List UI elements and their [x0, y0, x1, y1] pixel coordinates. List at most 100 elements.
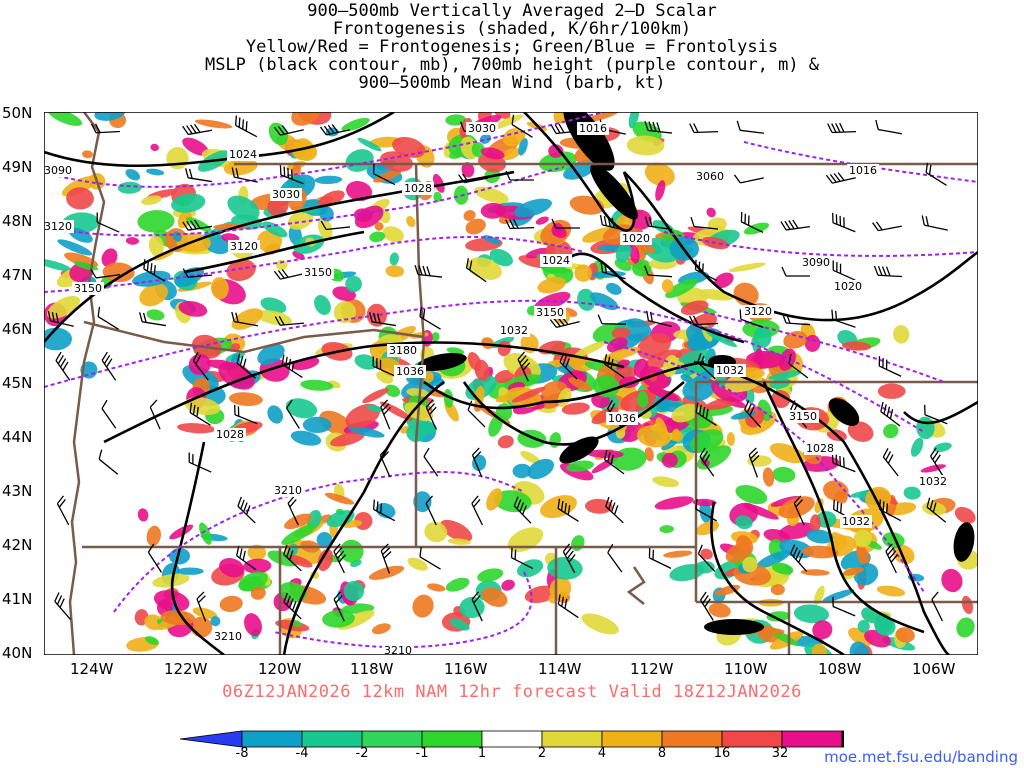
shade-cell-413 [267, 405, 284, 424]
height-contour-5 [273, 571, 533, 649]
shade-cell-551 [139, 283, 168, 307]
cbar-label-2: 2 [537, 746, 547, 761]
shade-cell-711 [814, 585, 825, 605]
wind-barb-19 [505, 170, 534, 181]
shade-cell-821 [586, 449, 624, 459]
wind-barb-7 [550, 123, 581, 135]
wind-barb-97 [882, 447, 899, 477]
shade-cell-590 [226, 259, 256, 282]
wind-barb-121 [607, 543, 623, 573]
shade-cell-591 [125, 168, 141, 181]
lat-label-48n: 48N [2, 212, 33, 230]
wind-barb-69 [559, 352, 578, 380]
shade-cell-434 [384, 384, 401, 397]
height-label-1: 3030 [270, 188, 302, 201]
shade-cell-367 [770, 584, 785, 596]
shade-cell-131 [463, 210, 476, 221]
shade-cell-365 [822, 589, 855, 602]
mslp-label-1: 1016 [577, 122, 609, 135]
shade-cell-0 [275, 259, 288, 271]
shade-cell-103 [448, 149, 466, 159]
mslp-contour-10 [762, 381, 925, 634]
shade-cell-263 [615, 243, 632, 263]
shade-cell-96 [354, 205, 384, 229]
shade-cell-57 [406, 216, 416, 228]
shade-cell-820 [593, 375, 620, 398]
lon-label-122w: 122W [164, 660, 208, 678]
wind-barb-68 [517, 351, 531, 382]
wind-barb-34 [872, 221, 902, 232]
mslp-contour-13 [903, 400, 978, 425]
shade-cell-510 [372, 623, 391, 635]
height-label-4: 3150 [72, 282, 104, 295]
shade-cell-546 [477, 568, 504, 583]
lat-label-44n: 44N [2, 428, 33, 446]
wind-barb-64 [192, 351, 209, 381]
shade-cell-684 [882, 532, 905, 549]
shade-cell-140 [471, 142, 485, 158]
shade-cell-603 [146, 309, 165, 321]
shade-cell-704 [742, 503, 779, 520]
wind-barb-133 [832, 596, 856, 617]
shade-cell-50 [369, 231, 386, 243]
shade-cell-404 [177, 423, 216, 434]
svg-text:1028: 1028 [216, 428, 244, 441]
wind-barb-49 [97, 306, 119, 330]
shade-cell-511 [322, 609, 355, 628]
shade-cell-298 [652, 476, 680, 488]
mslp-contour-3 [183, 230, 365, 274]
shade-cell-293 [663, 550, 693, 558]
wind-barb-42 [600, 262, 626, 280]
shade-cell-92 [465, 218, 486, 235]
shade-cell-457 [152, 573, 190, 588]
height-label-6: 3210 [272, 484, 304, 497]
mslp-label-6: 1020 [832, 280, 864, 293]
wind-barb-84 [744, 400, 762, 428]
shade-cell-798 [472, 454, 487, 472]
shade-max-829 [559, 436, 599, 464]
cbar-swatch-0 [180, 730, 243, 748]
cbar-label-neg1: -1 [415, 746, 429, 761]
cbar-swatch-6 [541, 730, 603, 748]
wind-barb-15 [231, 167, 258, 183]
shade-cell-417 [446, 347, 465, 355]
cbar-swatch-11 [841, 730, 844, 748]
lon-label-114w: 114W [538, 660, 582, 678]
wind-barb-16 [279, 165, 304, 185]
wind-barb-73 [878, 356, 902, 377]
shade-cell-567 [82, 150, 93, 159]
mslp-label-5: 1024 [540, 254, 572, 267]
shade-cell-769 [771, 390, 791, 409]
mslp-label-4: 1028 [402, 182, 434, 195]
shade-cell-758 [753, 326, 772, 348]
shade-cell-527 [413, 491, 432, 513]
great-salt-lake [626, 566, 646, 605]
shade-cell-544 [343, 580, 364, 602]
cbar-label-16: 16 [713, 746, 731, 761]
shade-cell-3 [292, 250, 305, 260]
shade-cell-463 [316, 531, 333, 548]
credit-link[interactable]: moe.met.fsu.edu/banding [824, 748, 1018, 766]
svg-text:1028: 1028 [404, 182, 432, 195]
shade-cell-154 [655, 180, 666, 201]
lon-label-106w: 106W [912, 660, 956, 678]
shade-cell-193 [706, 207, 716, 218]
shade-cell-414 [285, 398, 318, 419]
wind-barb-41 [465, 258, 487, 283]
shade-cell-797 [568, 377, 592, 391]
height-contours [44, 112, 978, 649]
shade-cell-319 [842, 341, 872, 351]
shade-cell-203 [605, 282, 622, 295]
svg-text:3150: 3150 [304, 266, 332, 279]
shade-cell-755 [730, 411, 756, 420]
svg-text:3060: 3060 [696, 170, 724, 183]
wind-barb-76 [189, 402, 211, 426]
svg-text:3090: 3090 [802, 256, 830, 269]
wind-barb-111 [878, 499, 902, 522]
height-contour-9 [603, 341, 925, 593]
wind-barb-99 [56, 495, 70, 526]
shade-max-825 [563, 112, 615, 171]
wind-barb-14 [185, 168, 212, 183]
wind-barb-58 [688, 315, 719, 326]
shade-cell-478 [137, 508, 149, 522]
